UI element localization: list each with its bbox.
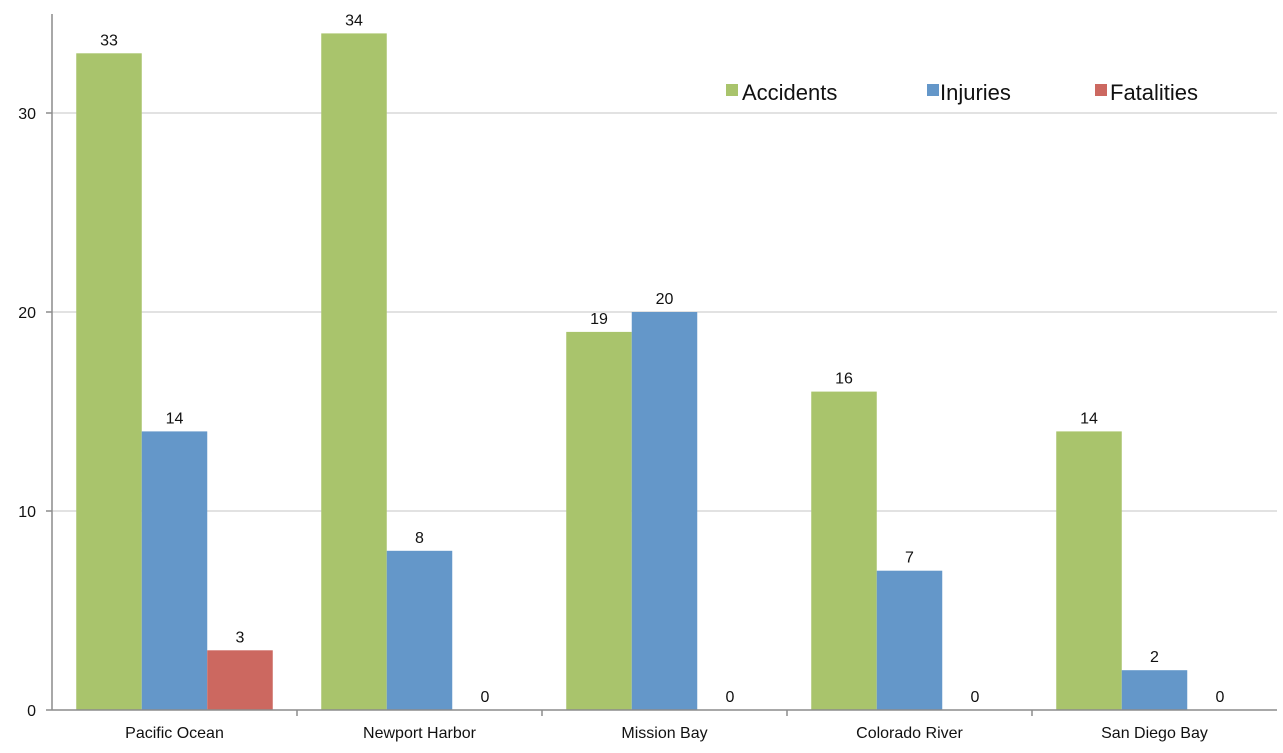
bar-injuries-newport-harbor: [386, 550, 453, 710]
y-tick-label: 0: [27, 703, 36, 720]
data-label: 0: [726, 689, 735, 706]
data-label: 0: [1216, 689, 1225, 706]
data-label: 34: [345, 12, 363, 29]
data-label: 7: [905, 550, 914, 567]
bar-accidents-san-diego-bay: [1056, 431, 1122, 710]
x-category-label: San Diego Bay: [1101, 725, 1208, 742]
legend-swatch-accidents: [726, 84, 738, 96]
data-label: 19: [590, 311, 608, 328]
data-label: 16: [835, 371, 853, 388]
bar-injuries-pacific-ocean: [141, 431, 208, 710]
legend-swatch-injuries: [927, 84, 939, 96]
bar-accidents-colorado-river: [811, 391, 877, 710]
data-label: 20: [656, 291, 674, 308]
x-category-label: Mission Bay: [621, 725, 707, 742]
legend-swatch-fatalities: [1095, 84, 1107, 96]
bars: [76, 33, 1188, 711]
bar-accidents-mission-bay: [566, 331, 632, 710]
legend-label-accidents: Accidents: [742, 80, 837, 105]
data-label: 3: [236, 629, 245, 646]
legend-label-injuries: Injuries: [940, 80, 1011, 105]
data-label: 14: [166, 410, 184, 427]
bar-accidents-pacific-ocean: [76, 53, 142, 711]
y-tick-label: 10: [18, 504, 36, 521]
y-tick-label: 30: [18, 106, 36, 123]
data-label: 2: [1150, 649, 1159, 666]
x-category-label: Pacific Ocean: [125, 725, 224, 742]
data-label: 8: [415, 530, 424, 547]
legend: Accidents Injuries Fatalities: [726, 80, 1198, 105]
bar-injuries-san-diego-bay: [1121, 670, 1188, 710]
bar-fatalities-pacific-ocean: [207, 650, 273, 710]
x-category-label: Colorado River: [856, 725, 963, 742]
x-category-label: Newport Harbor: [363, 725, 477, 742]
data-label: 0: [971, 689, 980, 706]
legend-label-fatalities: Fatalities: [1110, 80, 1198, 105]
y-tick-label: 20: [18, 305, 36, 322]
bar-injuries-colorado-river: [876, 570, 943, 710]
bar-injuries-mission-bay: [631, 312, 698, 710]
data-label: 14: [1080, 410, 1098, 427]
bar-accidents-newport-harbor: [321, 33, 387, 710]
data-label: 33: [100, 32, 118, 49]
data-label: 0: [481, 689, 490, 706]
